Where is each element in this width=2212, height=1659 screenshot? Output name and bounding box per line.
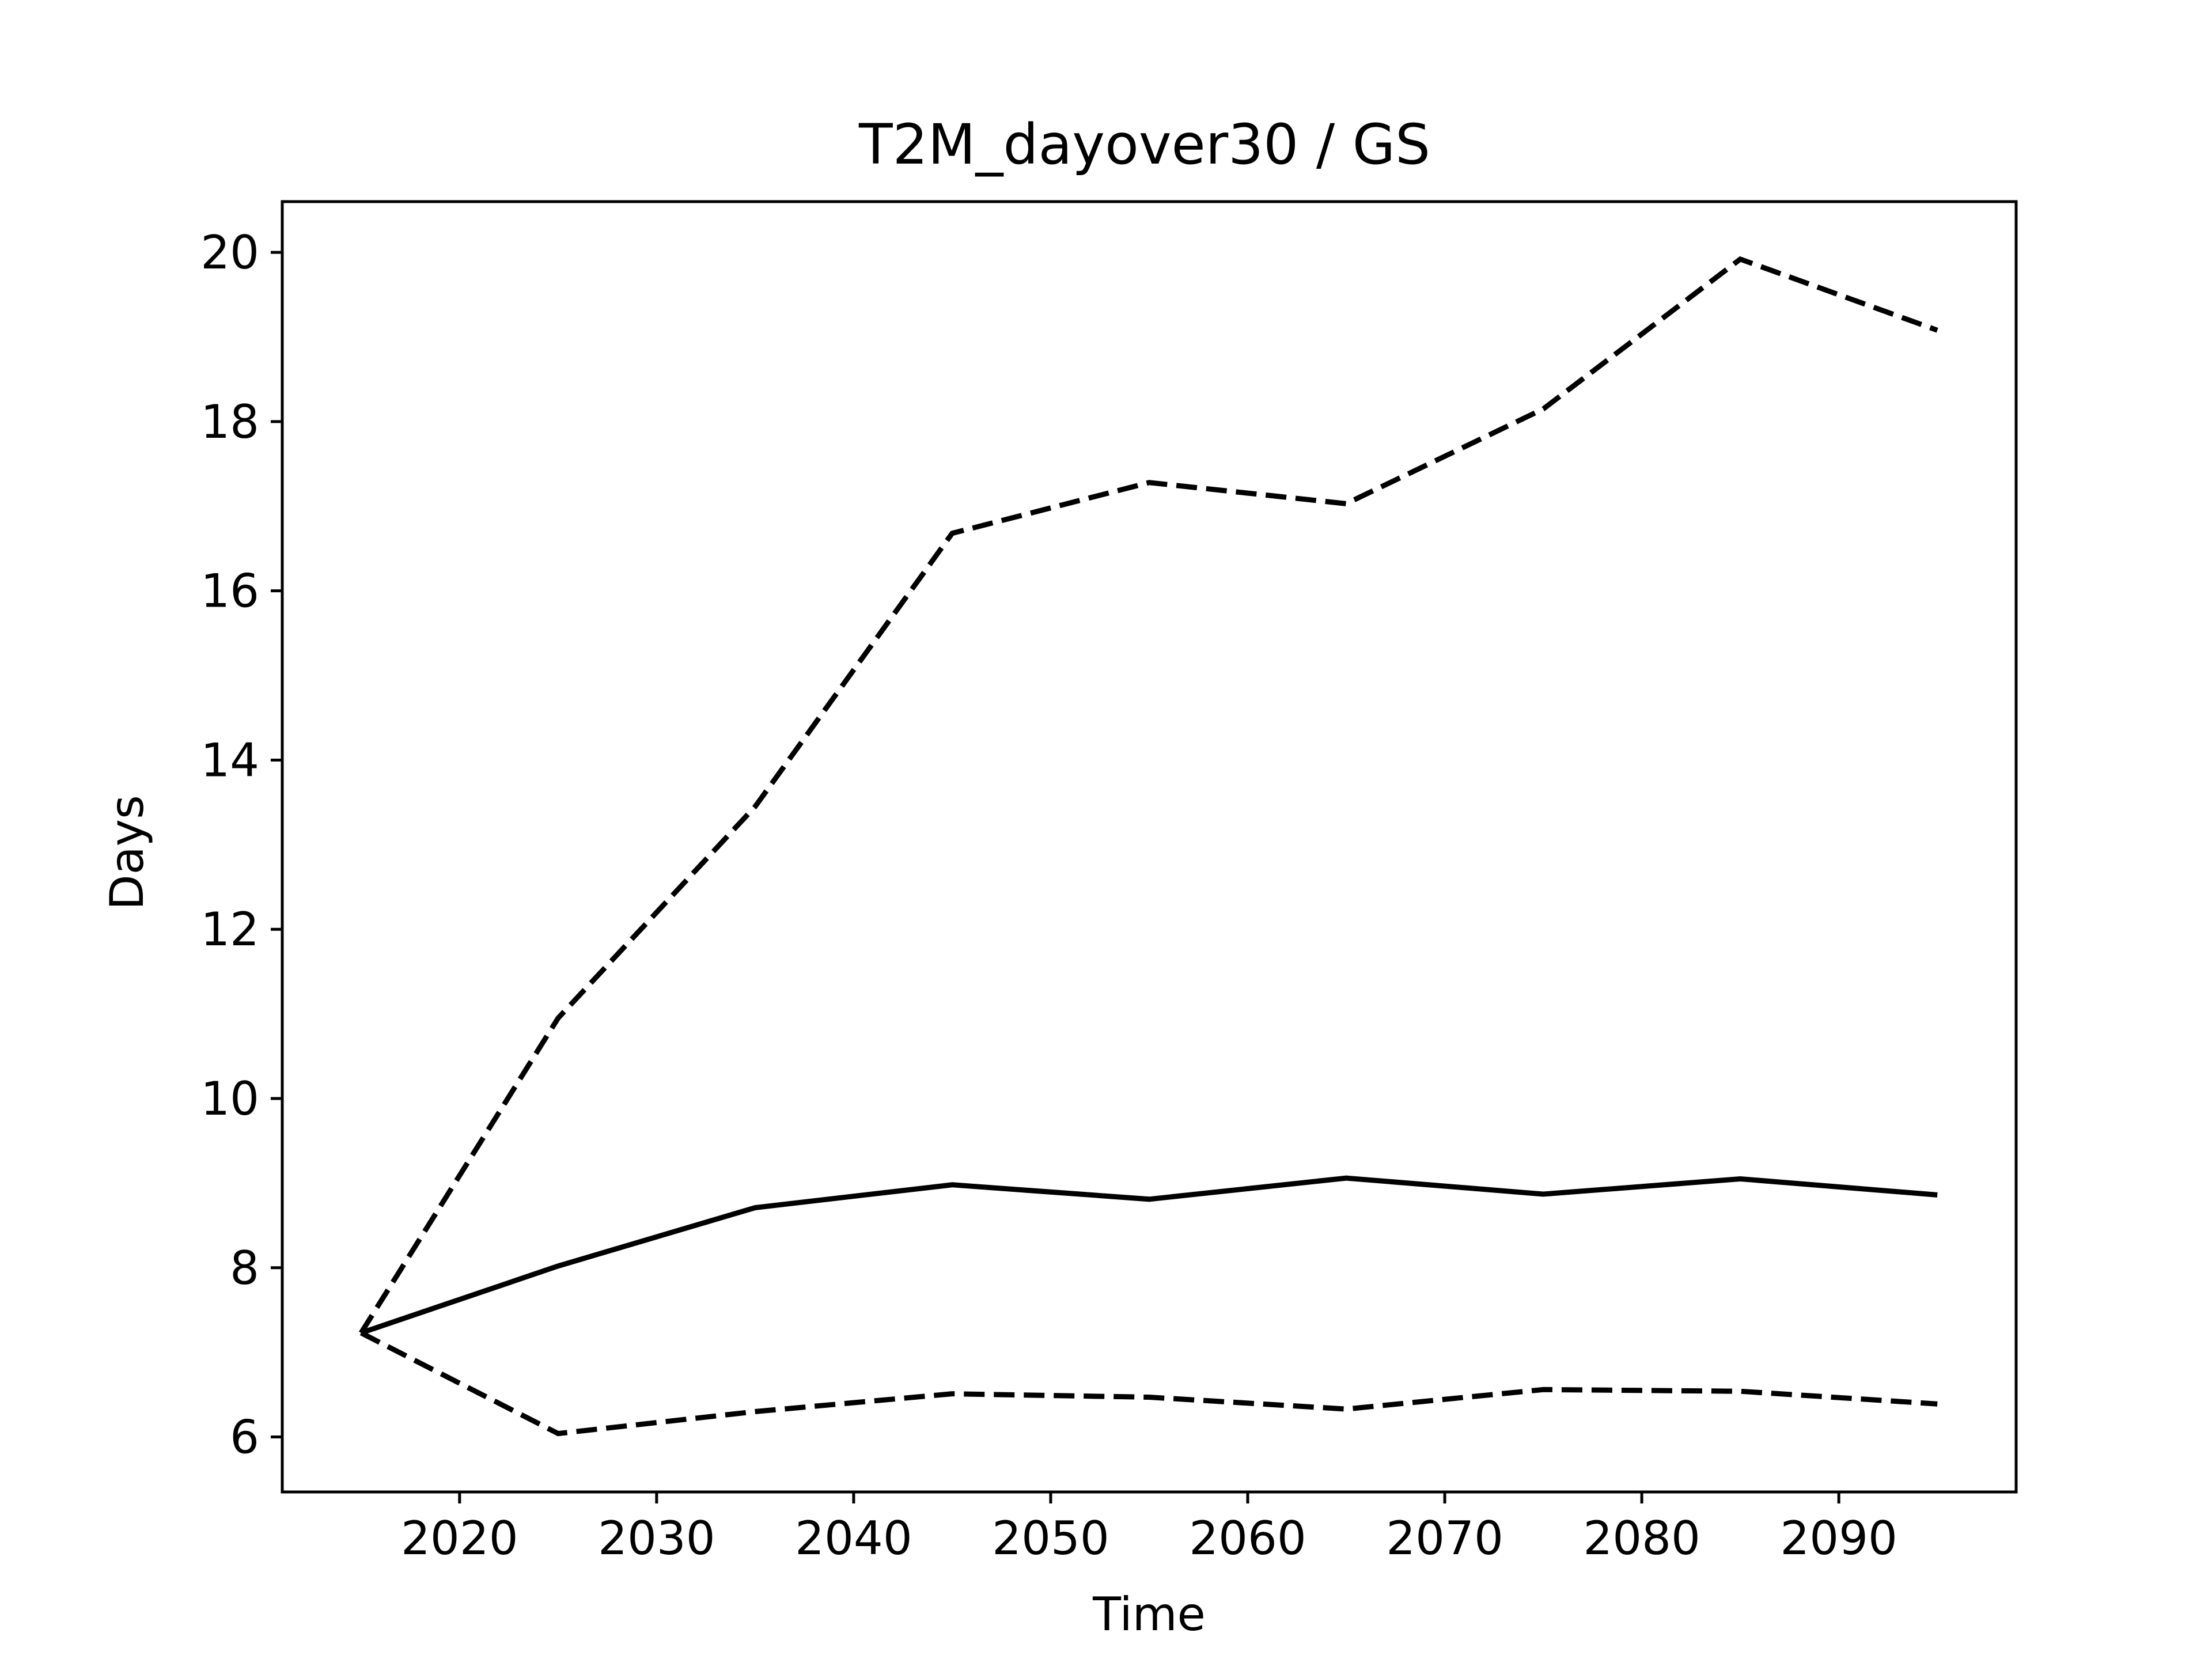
upper-bound-series-line	[358, 256, 1938, 1335]
x-tick-label: 2090	[1780, 1512, 1897, 1565]
x-tick-label: 2060	[1189, 1512, 1306, 1565]
chart-title: T2M_dayover30 / GS	[858, 112, 1430, 177]
y-tick-label: 12	[200, 903, 259, 956]
y-tick-label: 8	[230, 1241, 259, 1295]
mean-series-line	[360, 1175, 1938, 1336]
x-tick-label: 2040	[795, 1512, 912, 1565]
y-tick-label: 16	[200, 565, 259, 618]
lower-bound-series-line	[359, 1330, 1938, 1437]
x-tick-label: 2080	[1583, 1512, 1700, 1565]
y-axis-label: Days	[100, 795, 154, 910]
x-tick-label: 2020	[401, 1512, 518, 1565]
y-tick-label: 20	[200, 226, 259, 279]
y-tick-label: 18	[200, 395, 259, 449]
x-tick-label: 2070	[1386, 1512, 1503, 1565]
axis-ticks: 2020 2030 2040 2050 2060 2070 2080 2090 6 8 10 12 14…	[200, 226, 1897, 1565]
y-tick-label: 10	[200, 1072, 259, 1126]
y-tick-label: 14	[200, 733, 259, 787]
y-tick-label: 6	[230, 1411, 259, 1464]
plot-frame	[281, 200, 2018, 1494]
x-axis-label: Time	[1092, 1588, 1206, 1641]
series-lines	[358, 256, 1938, 1437]
x-tick-label: 2030	[598, 1512, 715, 1565]
x-tick-label: 2050	[992, 1512, 1109, 1565]
